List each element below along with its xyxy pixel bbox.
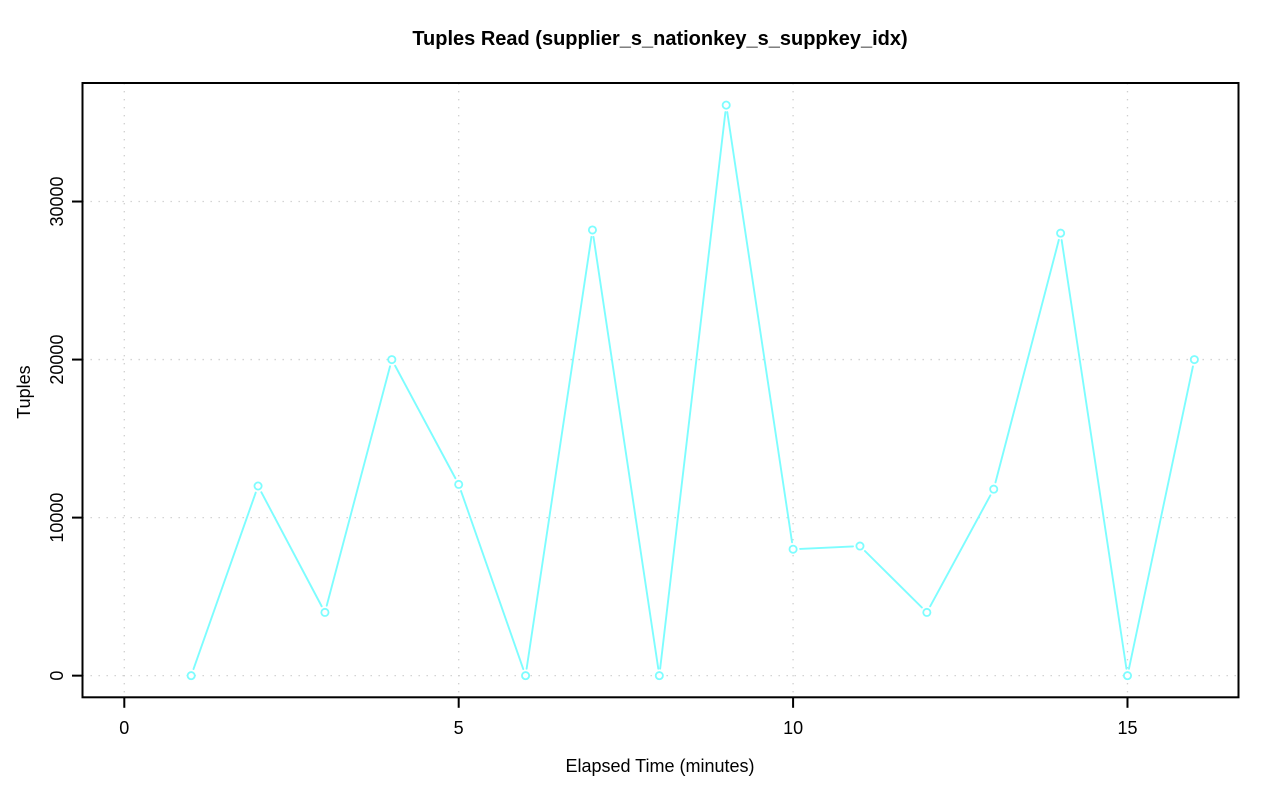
series-line-segment — [659, 111, 727, 670]
x-tick-label: 15 — [1117, 718, 1137, 738]
y-tick-label: 30000 — [47, 176, 67, 226]
x-axis-title: Elapsed Time (minutes) — [565, 756, 754, 776]
series-line-segment — [929, 494, 992, 608]
x-tick-label: 10 — [783, 718, 803, 738]
y-tick-label: 20000 — [47, 335, 67, 385]
data-point-marker — [521, 671, 531, 681]
series-line-segment — [325, 365, 391, 607]
series-line-segment — [863, 550, 923, 609]
series-line-segment — [994, 238, 1060, 484]
data-point-marker — [788, 544, 798, 554]
data-point-marker — [587, 225, 597, 235]
data-point-marker — [989, 484, 999, 494]
data-point-marker — [387, 355, 397, 365]
data-point-marker — [654, 671, 664, 681]
series-line-segment — [1060, 239, 1128, 670]
series-line-segment — [525, 235, 593, 670]
data-point-marker — [186, 671, 196, 681]
chart-title: Tuples Read (supplier_s_nationkey_s_supp… — [412, 28, 907, 50]
y-axis-title: Tuples — [14, 365, 34, 418]
data-point-marker — [1189, 355, 1199, 365]
data-point-marker — [721, 100, 731, 110]
y-tick-label: 0 — [47, 671, 67, 681]
data-point-marker — [1056, 228, 1066, 238]
x-tick-label: 0 — [119, 718, 129, 738]
data-point-marker — [855, 541, 865, 551]
plot-box — [81, 82, 1240, 699]
data-point-marker — [454, 479, 464, 489]
series-line-segment — [592, 235, 660, 670]
data-point-marker — [253, 481, 263, 491]
data-point-marker — [320, 607, 330, 617]
series-line-segment — [192, 491, 257, 670]
series-line-segment — [726, 111, 793, 544]
y-tick-label: 10000 — [47, 493, 67, 543]
x-tick-label: 5 — [454, 718, 464, 738]
series-line-segment — [260, 491, 323, 608]
data-point-marker — [922, 607, 932, 617]
data-point-marker — [1122, 671, 1132, 681]
series-line-segment — [394, 364, 457, 480]
series-line-segment — [460, 490, 525, 670]
series-line-segment — [799, 545, 854, 550]
series-line-segment — [1127, 365, 1194, 670]
